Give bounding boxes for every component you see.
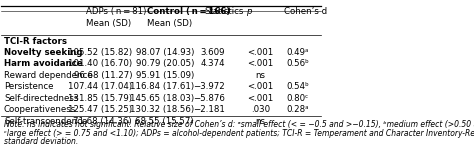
Text: .030: .030 bbox=[251, 105, 270, 114]
Text: Novelty seeking: Novelty seeking bbox=[4, 48, 82, 57]
Text: Persistence: Persistence bbox=[4, 82, 54, 91]
Text: Self-transcendence: Self-transcendence bbox=[4, 117, 87, 126]
Text: 131.85 (15.79): 131.85 (15.79) bbox=[68, 94, 132, 103]
Text: Self-directedness: Self-directedness bbox=[4, 94, 78, 103]
Text: 90.79 (20.05): 90.79 (20.05) bbox=[136, 59, 194, 68]
Text: <.001: <.001 bbox=[247, 82, 273, 91]
Text: 95.91 (15.09): 95.91 (15.09) bbox=[136, 71, 194, 80]
Text: <.001: <.001 bbox=[247, 94, 273, 103]
Text: Statistics: Statistics bbox=[204, 7, 244, 16]
Text: 107.44 (17.04): 107.44 (17.04) bbox=[68, 82, 132, 91]
Text: 71.68 (14.36): 71.68 (14.36) bbox=[73, 117, 132, 126]
Text: ADPs ( n = 81): ADPs ( n = 81) bbox=[86, 7, 146, 16]
Text: −2.181: −2.181 bbox=[193, 105, 225, 114]
Text: 96.68 (11.27): 96.68 (11.27) bbox=[73, 71, 132, 80]
Text: Mean (SD): Mean (SD) bbox=[146, 19, 191, 28]
Text: <.001: <.001 bbox=[247, 48, 273, 57]
Text: ns: ns bbox=[255, 117, 265, 126]
Text: Cooperativeness: Cooperativeness bbox=[4, 105, 76, 114]
Text: 0.49ᵃ: 0.49ᵃ bbox=[286, 48, 309, 57]
Text: 116.84 (17.61): 116.84 (17.61) bbox=[130, 82, 194, 91]
Text: 68.55 (15.57): 68.55 (15.57) bbox=[136, 117, 194, 126]
Text: −5.876: −5.876 bbox=[193, 94, 225, 103]
Text: Reward dependence: Reward dependence bbox=[4, 71, 92, 80]
Text: −3.972: −3.972 bbox=[193, 82, 225, 91]
Text: 105.52 (15.82): 105.52 (15.82) bbox=[68, 48, 132, 57]
Text: Cohen’s d: Cohen’s d bbox=[284, 7, 328, 16]
Text: ns: ns bbox=[255, 71, 265, 80]
Text: Control ( n = 166): Control ( n = 166) bbox=[146, 7, 230, 16]
Text: ᶜlarge effect (> = 0.75 and <1.10); ADPs = alcohol-dependent patients; TCI-R = T: ᶜlarge effect (> = 0.75 and <1.10); ADPs… bbox=[4, 129, 474, 138]
Text: 145.65 (18.03): 145.65 (18.03) bbox=[130, 94, 194, 103]
Text: 130.32 (18.56): 130.32 (18.56) bbox=[130, 105, 194, 114]
Text: p: p bbox=[246, 7, 251, 16]
Text: Mean (SD): Mean (SD) bbox=[86, 19, 131, 28]
Text: 125.47 (15.25): 125.47 (15.25) bbox=[68, 105, 132, 114]
Text: 3.609: 3.609 bbox=[201, 48, 225, 57]
Text: 0.80ᶜ: 0.80ᶜ bbox=[286, 94, 308, 103]
Text: TCI-R factors: TCI-R factors bbox=[4, 37, 67, 46]
Text: 0.54ᵇ: 0.54ᵇ bbox=[286, 82, 309, 91]
Text: standard deviation.: standard deviation. bbox=[4, 137, 78, 147]
Text: <.001: <.001 bbox=[247, 59, 273, 68]
Text: 4.374: 4.374 bbox=[201, 59, 225, 68]
Text: 98.07 (14.93): 98.07 (14.93) bbox=[136, 48, 194, 57]
Text: 0.28ᵃ: 0.28ᵃ bbox=[286, 105, 309, 114]
Text: Harm avoidance: Harm avoidance bbox=[4, 59, 82, 68]
Text: 0.56ᵇ: 0.56ᵇ bbox=[286, 59, 309, 68]
Text: Note. ns indicates not significant. Relative size of Cohen’s d: ᵃsmall effect (<: Note. ns indicates not significant. Rela… bbox=[4, 120, 474, 129]
Text: 101.40 (16.70): 101.40 (16.70) bbox=[68, 59, 132, 68]
